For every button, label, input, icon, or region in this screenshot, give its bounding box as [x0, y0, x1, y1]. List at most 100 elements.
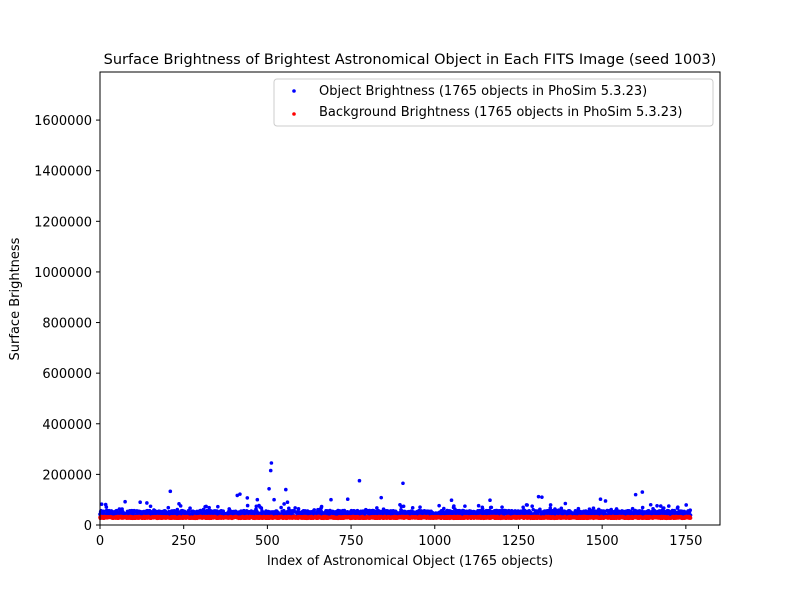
x-tick-label: 750 — [339, 534, 364, 549]
object-brightness-point — [175, 507, 180, 512]
object-brightness-point — [559, 506, 564, 511]
y-tick-label: 200000 — [42, 468, 92, 483]
legend-box — [273, 78, 714, 127]
series-background-brightness — [98, 514, 693, 521]
object-brightness-point — [312, 508, 317, 512]
x-tick-label: 250 — [171, 534, 196, 549]
x-tick-label: 500 — [255, 534, 280, 549]
object-brightness-point — [319, 504, 324, 509]
object-brightness-point — [640, 505, 645, 510]
object-brightness-point — [525, 503, 529, 507]
object-brightness-point — [268, 468, 273, 473]
object-brightness-point — [401, 504, 406, 509]
x-tick-label: 0 — [96, 534, 104, 549]
legend-label-object: Object Brightness (1765 objects in PhoSi… — [319, 84, 647, 99]
x-axis-label: Index of Astronomical Object (1765 objec… — [267, 554, 553, 569]
object-brightness-point — [145, 501, 149, 505]
object-brightness-point — [633, 492, 638, 497]
object-brightness-point — [284, 487, 288, 492]
object-brightness-point — [188, 506, 192, 510]
object-brightness-point — [166, 505, 171, 510]
legend-marker-object — [292, 89, 296, 93]
object-brightness-point — [123, 499, 127, 504]
object-brightness-point — [255, 497, 260, 502]
object-brightness-point — [463, 504, 467, 508]
y-tick-label: 400000 — [42, 418, 92, 433]
y-tick-label: 800000 — [42, 317, 92, 332]
object-brightness-point — [168, 489, 173, 494]
object-brightness-point — [576, 506, 581, 511]
object-brightness-point — [207, 505, 211, 510]
object-brightness-point — [238, 492, 242, 496]
object-brightness-point — [540, 495, 544, 499]
object-brightness-point — [216, 504, 220, 509]
legend: Object Brightness (1765 objects in PhoSi… — [273, 78, 714, 127]
object-brightness-point — [104, 505, 109, 509]
object-brightness-point — [410, 506, 415, 510]
object-brightness-point — [591, 506, 596, 510]
object-brightness-point — [563, 501, 568, 506]
object-brightness-point — [401, 481, 405, 486]
object-brightness-point — [530, 504, 534, 508]
y-tick-label: 1200000 — [34, 215, 92, 230]
x-tick-label: 1000 — [418, 534, 451, 549]
object-brightness-point — [99, 502, 104, 506]
object-brightness-point — [548, 503, 553, 507]
object-brightness-point — [488, 498, 492, 503]
object-brightness-point — [476, 503, 481, 508]
object-brightness-point — [661, 506, 666, 510]
object-brightness-point — [293, 506, 297, 510]
object-brightness-point — [285, 500, 290, 505]
object-brightness-point — [666, 504, 671, 508]
object-brightness-point — [442, 506, 446, 511]
data-points — [98, 461, 693, 521]
object-brightness-point — [375, 506, 379, 510]
object-brightness-point — [178, 504, 183, 508]
object-brightness-point — [603, 499, 608, 503]
object-brightness-point — [449, 498, 454, 503]
y-tick-label: 1600000 — [34, 114, 92, 129]
object-brightness-point — [548, 506, 553, 510]
object-brightness-point — [538, 507, 542, 512]
object-brightness-point — [138, 500, 142, 505]
object-brightness-point — [379, 495, 384, 500]
object-brightness-point — [640, 490, 645, 494]
object-brightness-point — [648, 502, 653, 507]
legend-label-background: Background Brightness (1765 objects in P… — [319, 105, 682, 120]
y-axis-ticks: 0 200000 400000 600000 800000 1000000 1200000 1… — [34, 114, 100, 534]
object-brightness-point — [598, 497, 603, 501]
x-tick-label: 1500 — [586, 534, 619, 549]
y-tick-label: 600000 — [42, 367, 92, 382]
object-brightness-point — [269, 461, 274, 465]
object-brightness-point — [259, 506, 264, 510]
object-brightness-point — [148, 504, 153, 509]
object-brightness-point — [357, 478, 362, 483]
y-tick-label: 1000000 — [34, 266, 92, 281]
object-brightness-point — [279, 505, 283, 510]
object-brightness-point — [186, 509, 191, 513]
object-brightness-point — [272, 497, 276, 502]
object-brightness-point — [688, 508, 693, 512]
x-tick-label: 1250 — [502, 534, 535, 549]
object-brightness-point — [536, 494, 541, 499]
plot-frame — [99, 71, 721, 526]
x-axis-ticks: 0 250 500 750 1000 1250 1500 1750 — [96, 525, 702, 549]
object-brightness-point — [500, 505, 504, 509]
x-tick-label: 1750 — [669, 534, 702, 549]
chart-title: Surface Brightness of Brightest Astronom… — [104, 52, 717, 68]
object-brightness-point — [282, 502, 286, 506]
object-brightness-point — [658, 504, 663, 508]
object-brightness-point — [452, 504, 456, 508]
object-brightness-point — [489, 505, 494, 510]
y-tick-label: 0 — [84, 519, 92, 534]
object-brightness-point — [296, 507, 301, 511]
object-brightness-point — [355, 508, 360, 513]
y-tick-label: 1400000 — [34, 165, 92, 180]
object-brightness-point — [437, 503, 441, 508]
object-brightness-point — [204, 504, 208, 509]
object-brightness-point — [329, 497, 333, 502]
background-brightness-point — [688, 516, 693, 520]
object-brightness-point — [267, 487, 271, 491]
